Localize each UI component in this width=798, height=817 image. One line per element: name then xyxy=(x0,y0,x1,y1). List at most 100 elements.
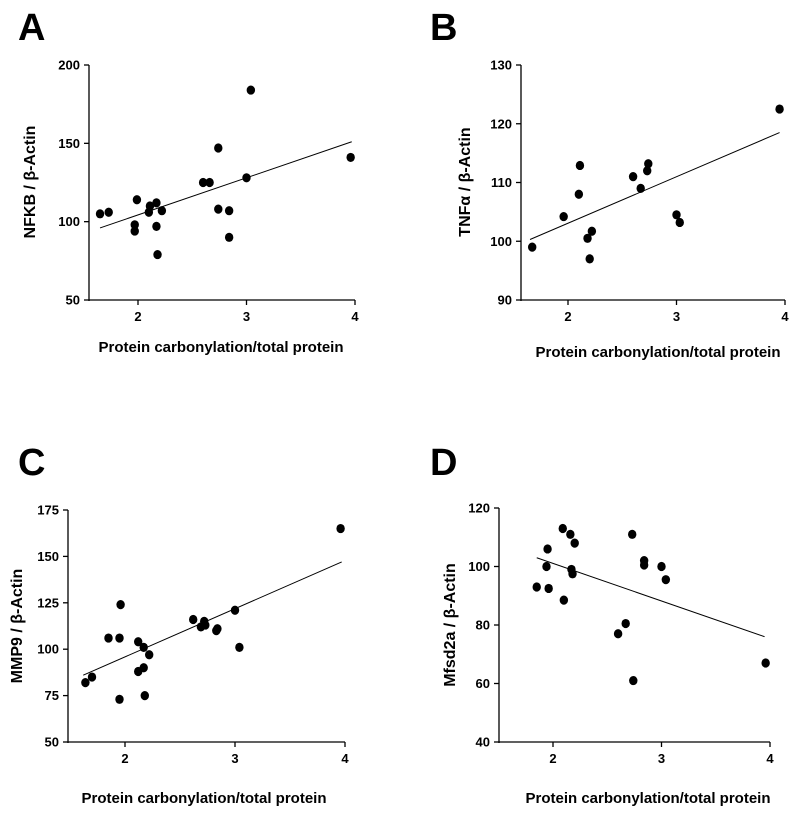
panel-d-data-point xyxy=(566,529,575,539)
panel-a-data-point xyxy=(246,85,256,95)
panel-a-data-point xyxy=(198,177,208,188)
panel-c-y-tick-label: 125 xyxy=(37,595,59,610)
panel-a-x-label: Protein carbonylation/total protein xyxy=(98,339,343,356)
panel-b-data-point xyxy=(636,183,645,193)
panel-a-data-point xyxy=(242,173,251,183)
panel-a-data-point xyxy=(153,249,162,260)
panel-c-data-point xyxy=(140,691,149,701)
panel-c-data-point xyxy=(116,600,125,610)
panel-a-data-point xyxy=(214,143,223,153)
panel-c-data-point xyxy=(139,642,148,652)
panel-d-data-point xyxy=(568,569,577,579)
panel-b-data-point xyxy=(775,104,784,114)
panel-b-data-point xyxy=(585,254,594,264)
panel-d-x-tick-label: 2 xyxy=(549,751,556,766)
panel-b-y-tick-label: 110 xyxy=(491,175,512,190)
panel-b-data-point xyxy=(644,159,653,169)
panel-a-data-point xyxy=(132,195,142,205)
panel-c-y-tick-label: 50 xyxy=(45,735,59,750)
panel-a-data-point xyxy=(205,177,214,188)
panel-c-trendline xyxy=(82,561,342,676)
panel-b-data-point xyxy=(587,226,597,236)
panel-c-data-point xyxy=(115,633,124,643)
panel-a-x-tick-label: 3 xyxy=(243,309,250,324)
panel-b-y-tick-label: 90 xyxy=(498,293,512,308)
panel-d-x-label: Protein carbonylation/total protein xyxy=(525,790,770,807)
panel-c-y-tick-label: 175 xyxy=(37,503,59,518)
panel-a-y-tick-label: 200 xyxy=(58,58,80,73)
panel-b-x-tick-label: 3 xyxy=(673,309,680,324)
panel-a-y-tick-label: 150 xyxy=(58,136,80,151)
panel-d-y-tick-label: 100 xyxy=(468,559,490,574)
panel-d-letter: D xyxy=(430,442,457,484)
panel-d-data-point xyxy=(558,523,567,534)
panel-a-data-point xyxy=(224,232,234,242)
panel-c-data-point xyxy=(134,637,143,647)
panel-d-data-point xyxy=(570,538,579,548)
panel-d-x-tick-label: 3 xyxy=(658,751,665,766)
panel-d-data-point xyxy=(532,582,541,592)
panel-b-y-tick-label: 130 xyxy=(490,58,512,73)
panel-b-data-point xyxy=(575,160,585,171)
panel-b-data-point xyxy=(527,242,537,252)
panel-d-data-point xyxy=(629,675,638,686)
panel-c-y-tick-label: 75 xyxy=(45,688,59,703)
panel-b-trendline xyxy=(529,132,780,240)
panel-b-y-tick-label: 120 xyxy=(490,116,512,131)
panel-d-data-point xyxy=(559,595,569,605)
panel-c-y-tick-label: 100 xyxy=(37,642,59,657)
panel-d-data-point xyxy=(621,618,630,629)
panel-a-data-point xyxy=(346,152,355,163)
panel-d-y-tick-label: 80 xyxy=(476,618,490,633)
panel-d-y-tick-label: 40 xyxy=(476,735,490,750)
panel-a-x-tick-label: 4 xyxy=(351,309,359,324)
panel-b-data-point xyxy=(574,189,584,199)
panel-a-data-point xyxy=(130,226,139,236)
panel-d-data-point xyxy=(543,544,552,554)
panel-a-data-point xyxy=(157,206,167,216)
panel-a-data-point xyxy=(224,206,234,216)
panel-b-data-point xyxy=(643,166,652,176)
panel-c-data-point xyxy=(336,523,345,534)
panel-b-letter: B xyxy=(430,7,457,49)
panel-b-data-point xyxy=(559,211,568,222)
panel-c-data-point xyxy=(230,605,240,615)
panel-c-x-label: Protein carbonylation/total protein xyxy=(81,790,326,807)
panel-d-data-point xyxy=(639,560,649,570)
panel-d-data-point xyxy=(542,561,551,572)
panel-b-data-point xyxy=(675,217,684,228)
panel-b-y-label: TNFα / β-Actin xyxy=(457,127,474,236)
panel-d-x-tick-label: 4 xyxy=(766,751,774,766)
panel-c-data-point xyxy=(87,672,97,682)
panel-a-data-point xyxy=(152,221,161,231)
panel-b-data-point xyxy=(628,172,638,182)
panel-c-data-point xyxy=(81,678,90,688)
panel-c-data-point xyxy=(213,624,222,634)
panel-a-x-tick-label: 2 xyxy=(134,309,141,324)
panel-c-y-tick-label: 150 xyxy=(37,549,59,564)
panel-b-data-point xyxy=(672,210,681,220)
panel-d-data-point xyxy=(544,583,553,594)
panel-c-data-point xyxy=(235,642,244,652)
panel-b-data-point xyxy=(583,233,592,243)
panel-b-x-tick-label: 2 xyxy=(564,309,571,324)
panel-a-data-point xyxy=(95,209,105,219)
panel-c-data-point xyxy=(104,633,113,643)
panel-a-letter: A xyxy=(18,7,45,49)
panel-c-data-point xyxy=(139,663,148,673)
panel-c-data-point xyxy=(201,620,210,630)
panel-c-data-point xyxy=(115,694,124,704)
panel-d-y-tick-label: 60 xyxy=(476,676,490,691)
panel-c-data-point xyxy=(189,614,198,625)
panel-d-data-point xyxy=(761,658,770,668)
panel-c-x-tick-label: 4 xyxy=(341,751,349,766)
panel-c-x-tick-label: 2 xyxy=(121,751,128,766)
panel-c-data-point xyxy=(145,650,154,660)
panel-c-x-tick-label: 3 xyxy=(231,751,238,766)
panel-b-x-tick-label: 4 xyxy=(781,309,789,324)
panel-d-data-point xyxy=(661,575,671,585)
panel-a-trendline xyxy=(99,141,352,229)
panel-d-data-point xyxy=(613,629,623,639)
